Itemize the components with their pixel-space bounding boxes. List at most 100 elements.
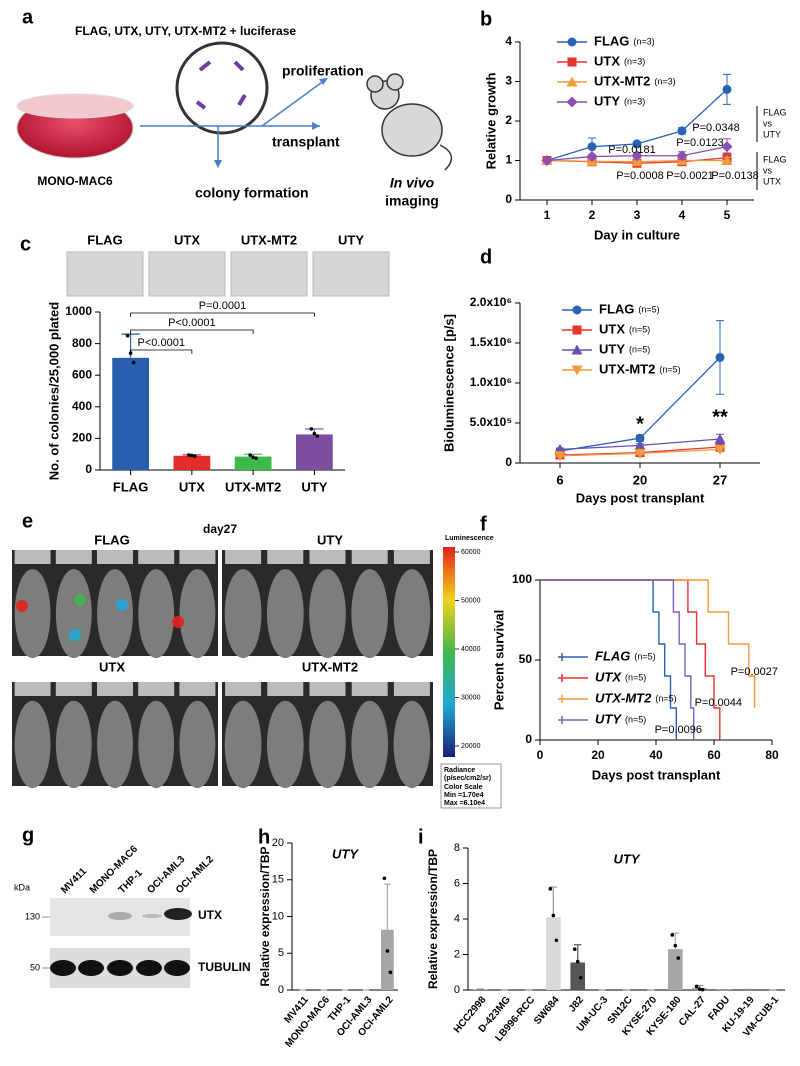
bar [472, 989, 488, 990]
legend-label: FLAG [599, 301, 634, 316]
data-point [548, 887, 553, 891]
signal [116, 599, 128, 611]
data-point [131, 360, 136, 365]
colorbar-scale: Color Scale [444, 784, 483, 791]
mouse [351, 569, 389, 659]
colorbar-scale: Min =1.70e4 [444, 792, 484, 799]
y-axis-label: Percent survival [491, 610, 506, 710]
panel-letter: e [22, 510, 33, 532]
panel-letter: g [22, 824, 34, 846]
band [142, 914, 162, 918]
panel-e: e day27 FLAG UTY UTX UTX-MT2 Luminescenc… [22, 510, 502, 809]
legend-label: FLAG [594, 33, 629, 48]
y-axis-label: Bioluminescence [p/s] [441, 314, 456, 452]
cell-line: MONO-MAC6 [37, 174, 113, 188]
annotation: P=0.0027 [731, 666, 778, 678]
x-tick-label: 27 [713, 472, 727, 487]
plasmid-features [195, 60, 247, 110]
comparison-label: P=0.0001 [199, 300, 246, 312]
mouse [266, 569, 304, 659]
micrograph [66, 251, 144, 297]
legend-label: UTX-MT2 [599, 361, 655, 376]
legend-n: (n=3) [654, 76, 675, 86]
marker [634, 448, 646, 459]
legend-label: UTY [599, 341, 625, 356]
data-point [388, 970, 393, 975]
mouse [97, 569, 133, 659]
mouse [351, 700, 389, 789]
bar [667, 949, 683, 990]
legend-label: UTX-MT2 [595, 690, 652, 705]
plasmid [175, 41, 269, 135]
y-tick-label: 4 [505, 34, 512, 48]
micrograph [230, 251, 308, 297]
y-tick-label: 15 [272, 874, 284, 886]
marker [587, 142, 597, 152]
group-label: UTY [317, 532, 343, 547]
marker [571, 365, 583, 376]
marker [566, 96, 578, 108]
timepoint: day27 [203, 522, 237, 536]
cage-bars [309, 550, 346, 564]
legend-n: (n=5) [655, 693, 676, 703]
bracket-label: UTX [763, 176, 781, 186]
annotation: ** [712, 406, 728, 428]
y-tick-label: 4 [454, 913, 460, 925]
band [164, 908, 192, 920]
marker [634, 439, 646, 450]
y-tick-label: 600 [72, 367, 92, 381]
x-tick-label: CAL-27 [677, 994, 708, 1028]
y-tick-label: 1 [505, 153, 512, 167]
marker [567, 37, 577, 47]
legend-label: UTX [599, 321, 625, 336]
marker [541, 155, 553, 166]
cage-bars [55, 682, 92, 696]
marker [714, 433, 726, 444]
readout-label: colony formation [195, 185, 309, 201]
x-tick-label: 5 [724, 208, 731, 222]
x-tick-label: FLAG [113, 479, 148, 494]
panel-letter: a [22, 6, 34, 28]
y-tick-label: 10 [272, 910, 284, 922]
x-tick-label: 2 [589, 208, 596, 222]
cage-bars [351, 550, 388, 564]
y-tick-label: 0 [85, 462, 92, 476]
annotation: P=0.0348 [692, 122, 739, 134]
y-tick-label: 2.0x10⁶ [470, 295, 512, 309]
y-axis-label: Relative growth [483, 73, 498, 170]
x-tick-label: SW684 [532, 994, 562, 1027]
image-label: UTX [174, 232, 200, 247]
annotation: P=0.0008 [616, 170, 663, 182]
signal [16, 600, 28, 612]
survival-curve [540, 579, 721, 740]
comparison-bracket [130, 312, 315, 317]
bar [296, 434, 333, 470]
marker [567, 57, 577, 67]
image-label: UTY [338, 232, 364, 247]
y-tick-label: 0 [525, 732, 532, 746]
marker [715, 352, 725, 362]
annotation: P=0.0181 [608, 144, 655, 156]
signal [69, 629, 81, 641]
y-tick-label: 0 [278, 984, 284, 996]
y-tick-label: 400 [72, 399, 92, 413]
colorbar [443, 547, 455, 757]
cage-bars [55, 550, 92, 564]
x-axis-label: Days post transplant [576, 490, 705, 505]
culture-dish-rim [16, 93, 134, 119]
x-tick-label: 3 [634, 208, 641, 222]
data-point [572, 947, 577, 951]
y-tick-label: 6 [454, 877, 460, 889]
y-axis-label: Relative expression/TBP [426, 849, 440, 989]
y-tick-label: 20 [272, 837, 284, 849]
data-point [673, 943, 678, 948]
legend-n: (n=5) [629, 324, 650, 334]
panel-a: a FLAG, UTX, UTY, UTX-MT2 + luciferase M… [16, 6, 453, 209]
panel-g: g kDa 130 50 UTX TUBULIN [14, 824, 251, 988]
mouse [14, 569, 51, 659]
chart-title: UTY [614, 851, 641, 866]
marker [631, 150, 643, 162]
x-tick-label: 80 [765, 748, 779, 762]
bracket-label: UTY [763, 129, 781, 139]
data-point [190, 453, 194, 458]
